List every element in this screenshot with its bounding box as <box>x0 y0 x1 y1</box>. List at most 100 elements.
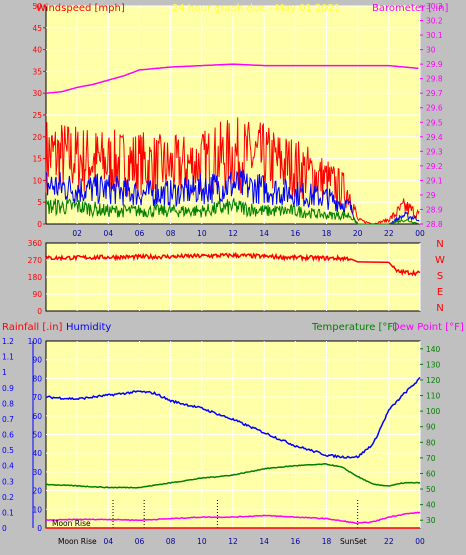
barometer-tick-label: 29.7 <box>426 89 443 98</box>
rain-tick-label: 0.8 <box>2 399 14 408</box>
hour-tick-label: 00 <box>415 229 425 238</box>
hour-tick-label: 14 <box>259 537 269 546</box>
wind-axis-ticks: 0 5 10 15 20 25 30 35 40 45 50 <box>32 2 46 229</box>
wind-series-blue-line <box>45 168 420 225</box>
barometer-tick-label: 29.1 <box>426 176 443 185</box>
temperature-tick-label: 70 <box>426 454 436 463</box>
rain-tick-label: 0.6 <box>2 431 14 440</box>
temperature-tick-label: 130 <box>426 360 441 369</box>
wind-tick-label: 0 <box>37 220 42 229</box>
barometer-tick-label: 29.9 <box>426 60 443 69</box>
hour-tick-label: 06 <box>135 537 145 546</box>
barometer-tick-label: 30.3 <box>426 2 443 11</box>
rain-humidity-temp-panel: 0 0.1 0.2 0.3 0.4 0.5 0.6 0.7 0.8 0.9 1 1.1 1.2 0 10 2… <box>2 322 464 546</box>
compass-label: W <box>435 255 445 266</box>
hour-tick-label: 16 <box>291 229 301 238</box>
rain-tick-label: 0.7 <box>2 415 14 424</box>
humidity-tick-label: 60 <box>32 412 42 421</box>
wind-tick-label: 40 <box>32 46 42 55</box>
grid-bottom <box>46 341 421 528</box>
series-bottom <box>45 376 421 529</box>
hour-tick-label: 00 <box>415 537 425 546</box>
humidity-tick-label: 90 <box>32 356 42 365</box>
direction-tick-label: 90 <box>32 290 42 299</box>
humidity-tick-label: 80 <box>32 374 42 383</box>
direction-axis-ticks: 0 90 180 270 360 <box>28 239 43 316</box>
wind-tick-label: 25 <box>32 111 42 120</box>
hour-tick-label: 04 <box>104 537 114 546</box>
hour-tick-label: 10 <box>197 537 207 546</box>
humidity-tick-label: 20 <box>32 487 42 496</box>
hour-tick-label: 02 <box>72 229 82 238</box>
wind-tick-label: 35 <box>32 67 42 76</box>
compass-label: N <box>436 239 443 250</box>
moon-rise-inner-label: Moon Rise <box>52 519 91 528</box>
rain-tick-label: 0.9 <box>2 384 14 393</box>
hour-tick-label: 10 <box>197 229 207 238</box>
hour-tick-label: 14 <box>259 229 269 238</box>
rain-tick-label: 0.5 <box>2 446 14 455</box>
grid-top <box>46 5 421 224</box>
series-top <box>45 63 420 225</box>
temperature-tick-label: 30 <box>426 516 436 525</box>
rain-tick-label: 1.1 <box>2 353 14 362</box>
windspeed-label: Windspeed [mph] <box>36 3 125 14</box>
wind-series-red-line <box>45 117 420 225</box>
series-middle <box>45 251 421 277</box>
dewpoint-label: Dew Point [°F] <box>392 322 464 333</box>
rainfall-label: Rainfall [.in] <box>2 322 63 333</box>
wind-tick-label: 30 <box>32 89 42 98</box>
hour-axis-bottom: 04 06 08 10 12 14 16 18 22 00 <box>104 537 425 546</box>
wind-tick-label: 15 <box>32 155 42 164</box>
compass-label: E <box>437 287 443 298</box>
series-magenta-line <box>45 511 421 525</box>
temperature-tick-label: 50 <box>426 485 436 494</box>
rain-tick-label: 1 <box>2 368 7 377</box>
barometer-axis-ticks: 28.8 28.9 29 29.1 29.2 29.3 29.4 29.5 29.6 29.7 29… <box>420 2 443 229</box>
barometer-tick-label: 28.8 <box>426 220 443 229</box>
hour-tick-label: 18 <box>322 537 332 546</box>
wind-tick-label: 10 <box>32 176 42 185</box>
wind-series-green-line <box>45 198 420 225</box>
rain-tick-label: 0.1 <box>2 508 14 517</box>
hour-tick-label: 18 <box>322 229 332 238</box>
series-green-line <box>45 463 421 489</box>
hour-tick-label: 22 <box>384 537 394 546</box>
wind-direction-line <box>45 251 421 277</box>
temperature-tick-label: 140 <box>426 345 441 354</box>
hour-tick-label: 12 <box>228 537 238 546</box>
barometer-label: Barometer [.in] <box>372 3 448 14</box>
barometer-tick-label: 29.6 <box>426 104 443 113</box>
direction-tick-label: 360 <box>28 239 43 248</box>
direction-tick-label: 180 <box>28 273 43 282</box>
hour-tick-label: 08 <box>166 537 176 546</box>
direction-tick-label: 270 <box>28 256 43 265</box>
hour-axis-top: 02 04 06 08 10 12 14 16 18 20 22 00 <box>72 229 425 238</box>
series-blue-line <box>45 376 421 459</box>
barometer-tick-label: 29.5 <box>426 118 443 127</box>
temperature-tick-label: 80 <box>426 438 436 447</box>
hour-tick-label: 16 <box>291 537 301 546</box>
temperature-label: Temperature [°F] <box>311 322 397 333</box>
barometer-tick-label: 30.2 <box>426 17 443 26</box>
humidity-tick-label: 40 <box>32 449 42 458</box>
humidity-label: Humidity <box>66 322 111 333</box>
temperature-tick-label: 60 <box>426 469 436 478</box>
barometer-tick-label: 29.2 <box>426 162 443 171</box>
hour-tick-label: 22 <box>384 229 394 238</box>
temperature-tick-label: 120 <box>426 376 441 385</box>
wind-tick-label: 45 <box>32 24 42 33</box>
rain-tick-label: 1.2 <box>2 337 14 346</box>
moon-rise-label: Moon Rise <box>58 537 97 546</box>
barometer-tick-label: 29.8 <box>426 75 443 84</box>
hour-tick-label: 12 <box>228 229 238 238</box>
rain-axis-ticks: 0 0.1 0.2 0.3 0.4 0.5 0.6 0.7 0.8 0.9 1 1.1 1.2 <box>2 337 34 533</box>
hour-tick-label: 08 <box>166 229 176 238</box>
temperature-tick-label: 100 <box>426 407 441 416</box>
temperature-tick-label: 40 <box>426 501 436 510</box>
barometer-tick-label: 29.4 <box>426 133 443 142</box>
